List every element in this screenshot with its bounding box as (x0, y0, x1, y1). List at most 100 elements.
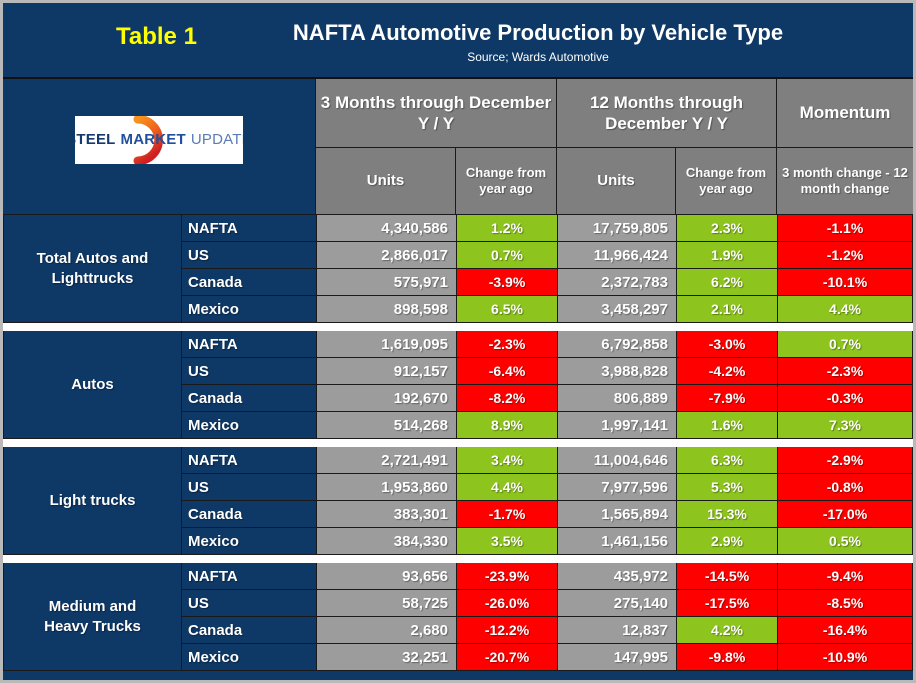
group-separator (3, 555, 913, 563)
units-3mo-cell: 514,268 (317, 412, 456, 438)
momentum-cell: -1.2% (778, 242, 912, 268)
group-label: Medium and Heavy Trucks (4, 563, 181, 670)
change-3mo-cell: -2.3% (457, 331, 557, 357)
region-cell: Canada (182, 501, 316, 527)
region-cell: Mexico (182, 296, 316, 322)
units-12mo-cell: 11,004,646 (558, 447, 676, 473)
units-12mo-cell: 11,966,424 (558, 242, 676, 268)
region-cell: Canada (182, 269, 316, 295)
units-3mo-cell: 1,953,860 (317, 474, 456, 500)
momentum-cell: 0.7% (778, 331, 912, 357)
logo-cell: STEEL MARKET UPDATE (3, 79, 315, 214)
units-3mo-cell: 93,656 (317, 563, 456, 589)
momentum-cell: -2.9% (778, 447, 912, 473)
change-12mo-cell: 5.3% (677, 474, 777, 500)
logo-text-steel: STEEL (75, 131, 116, 148)
change-3mo-cell: -26.0% (457, 590, 557, 616)
region-cell: US (182, 358, 316, 384)
change-3mo-cell: 1.2% (457, 215, 557, 241)
units-12mo-cell: 6,792,858 (558, 331, 676, 357)
momentum-cell: -0.8% (778, 474, 912, 500)
change-3mo-cell: 8.9% (457, 412, 557, 438)
region-cell: US (182, 242, 316, 268)
units-3mo-cell: 912,157 (317, 358, 456, 384)
subheader-change-12mo: Change from year ago (676, 148, 776, 214)
momentum-cell: -1.1% (778, 215, 912, 241)
table-number-label: Table 1 (116, 23, 197, 50)
group-medium-heavy-trucks: Medium and Heavy Trucks NAFTA 93,656 -23… (3, 563, 913, 671)
change-12mo-cell: 2.9% (677, 528, 777, 554)
units-12mo-cell: 147,995 (558, 644, 676, 670)
units-12mo-cell: 1,997,141 (558, 412, 676, 438)
change-12mo-cell: 2.1% (677, 296, 777, 322)
units-3mo-cell: 898,598 (317, 296, 456, 322)
units-12mo-cell: 7,977,596 (558, 474, 676, 500)
units-12mo-cell: 12,837 (558, 617, 676, 643)
change-3mo-cell: 6.5% (457, 296, 557, 322)
change-12mo-cell: -14.5% (677, 563, 777, 589)
group-light-trucks: Light trucks NAFTA 2,721,491 3.4% 11,004… (3, 447, 913, 555)
units-12mo-cell: 435,972 (558, 563, 676, 589)
group-autos: Autos NAFTA 1,619,095 -2.3% 6,792,858 -3… (3, 331, 913, 439)
units-3mo-cell: 58,725 (317, 590, 456, 616)
momentum-cell: 7.3% (778, 412, 912, 438)
momentum-cell: -10.9% (778, 644, 912, 670)
subheader-momentum: 3 month change - 12 month change (777, 148, 913, 214)
change-12mo-cell: -4.2% (677, 358, 777, 384)
subheader-units-12mo: Units (557, 148, 675, 214)
subheader-change-3mo: Change from year ago (456, 148, 556, 214)
change-3mo-cell: 3.4% (457, 447, 557, 473)
subheader-units-3mo: Units (316, 148, 455, 214)
change-3mo-cell: -20.7% (457, 644, 557, 670)
region-cell: US (182, 590, 316, 616)
change-12mo-cell: 15.3% (677, 501, 777, 527)
units-3mo-cell: 575,971 (317, 269, 456, 295)
momentum-cell: -10.1% (778, 269, 912, 295)
header-3-months: 3 Months through December Y / Y (316, 79, 556, 147)
change-12mo-cell: 1.6% (677, 412, 777, 438)
momentum-cell: -17.0% (778, 501, 912, 527)
region-cell: Mexico (182, 528, 316, 554)
momentum-cell: -16.4% (778, 617, 912, 643)
region-cell: NAFTA (182, 215, 316, 241)
source-caption: Source; Wards Automotive (467, 50, 609, 65)
logo-text-update: UPDATE (190, 131, 243, 148)
column-header-band: STEEL MARKET UPDATE 3 Months through Dec… (3, 79, 913, 215)
page-title: NAFTA Automotive Production by Vehicle T… (292, 20, 784, 45)
change-12mo-cell: -3.0% (677, 331, 777, 357)
momentum-cell: -0.3% (778, 385, 912, 411)
change-3mo-cell: -3.9% (457, 269, 557, 295)
units-3mo-cell: 2,680 (317, 617, 456, 643)
title-block: NAFTA Automotive Production by Vehicle T… (163, 3, 913, 64)
momentum-cell: -2.3% (778, 358, 912, 384)
header-12-months: 12 Months through December Y / Y (557, 79, 776, 147)
group-label: Total Autos and Lighttrucks (4, 215, 181, 322)
change-12mo-cell: -7.9% (677, 385, 777, 411)
region-cell: US (182, 474, 316, 500)
group-separator (3, 323, 913, 331)
units-12mo-cell: 2,372,783 (558, 269, 676, 295)
change-3mo-cell: -23.9% (457, 563, 557, 589)
region-cell: Mexico (182, 412, 316, 438)
change-12mo-cell: 2.3% (677, 215, 777, 241)
units-12mo-cell: 806,889 (558, 385, 676, 411)
units-12mo-cell: 17,759,805 (558, 215, 676, 241)
change-12mo-cell: 6.3% (677, 447, 777, 473)
header-momentum: Momentum (777, 79, 913, 147)
units-3mo-cell: 384,330 (317, 528, 456, 554)
change-3mo-cell: 0.7% (457, 242, 557, 268)
change-12mo-cell: -17.5% (677, 590, 777, 616)
momentum-cell: 0.5% (778, 528, 912, 554)
momentum-cell: -8.5% (778, 590, 912, 616)
change-12mo-cell: 1.9% (677, 242, 777, 268)
region-cell: NAFTA (182, 331, 316, 357)
change-12mo-cell: 4.2% (677, 617, 777, 643)
group-label: Light trucks (4, 447, 181, 554)
logo-text-market: MARKET (120, 131, 186, 148)
group-label: Autos (4, 331, 181, 438)
units-3mo-cell: 2,866,017 (317, 242, 456, 268)
region-cell: Mexico (182, 644, 316, 670)
momentum-cell: 4.4% (778, 296, 912, 322)
change-3mo-cell: -8.2% (457, 385, 557, 411)
